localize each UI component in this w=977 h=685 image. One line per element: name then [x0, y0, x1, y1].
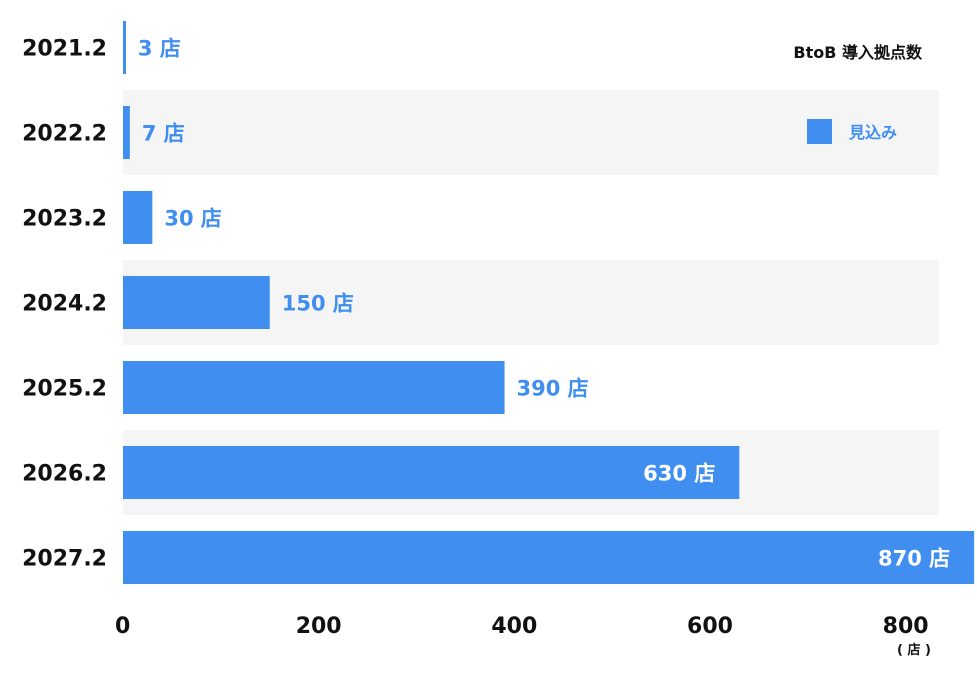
x-tick-label: 600 [687, 614, 733, 639]
data-label: 630 店 [643, 462, 715, 486]
bar [123, 276, 270, 329]
bar [123, 531, 975, 584]
legend-label: 見込み [848, 123, 897, 142]
x-tick-label: 800 [883, 614, 929, 639]
data-label: 30 店 [164, 207, 222, 231]
legend-swatch [807, 119, 832, 144]
data-label: 3 店 [138, 37, 181, 61]
bar [123, 361, 505, 414]
bar [123, 191, 153, 244]
category-label: 2021.2 [22, 37, 107, 62]
data-label: 7 店 [142, 122, 185, 146]
x-tick-label: 200 [296, 614, 342, 639]
bar [123, 21, 126, 74]
bar [123, 106, 130, 159]
category-label: 2027.2 [22, 547, 107, 572]
row-bands [123, 90, 939, 515]
bar [123, 446, 740, 499]
data-label: 390 店 [517, 377, 589, 401]
legend: 見込み [807, 119, 897, 144]
data-labels: 3 店 7 店 30 店 150 店 390 店 630 店 870 店 [138, 37, 950, 571]
category-labels: 2021.2 2022.2 2023.2 2024.2 2025.2 2026.2 2027… [22, 37, 107, 572]
data-label: 870 店 [878, 547, 950, 571]
x-tick-label: 400 [491, 614, 537, 639]
category-label: 2024.2 [22, 292, 107, 317]
chart-title: BtoB 導入拠点数 [793, 43, 923, 62]
row-band [123, 90, 939, 175]
data-label: 150 店 [282, 292, 354, 316]
x-axis-unit: ( 店 ) [897, 642, 931, 658]
x-tick-label: 0 [115, 614, 130, 639]
category-label: 2025.2 [22, 377, 107, 402]
category-label: 2022.2 [22, 122, 107, 147]
category-label: 2026.2 [22, 462, 107, 487]
x-axis-ticks: 0 200 400 600 800 [115, 614, 929, 639]
category-label: 2023.2 [22, 207, 107, 232]
bars [123, 21, 975, 584]
